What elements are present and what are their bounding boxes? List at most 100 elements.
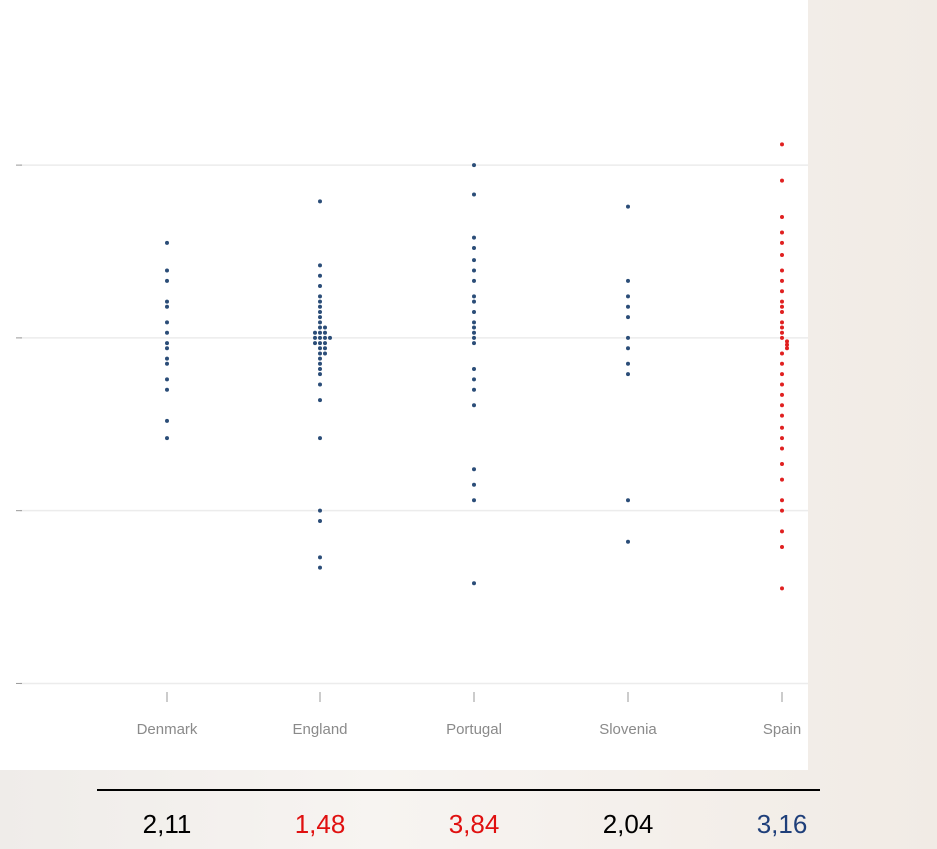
dot — [165, 320, 169, 325]
dot — [780, 544, 784, 549]
dot — [780, 278, 784, 283]
dot — [318, 309, 322, 314]
dot — [472, 163, 476, 168]
dot — [472, 498, 476, 503]
dot — [165, 240, 169, 245]
dot — [626, 372, 630, 377]
dot — [165, 356, 169, 361]
dot — [318, 263, 322, 268]
x-tick-label: England — [292, 721, 347, 738]
dot — [780, 403, 784, 408]
dot — [165, 361, 169, 366]
dot — [318, 361, 322, 366]
dot — [472, 341, 476, 346]
dot — [318, 372, 322, 377]
summary-value: 3,84 — [449, 809, 500, 839]
dot — [780, 252, 784, 257]
dot — [780, 178, 784, 183]
dot — [780, 309, 784, 314]
dot — [780, 372, 784, 377]
dot — [165, 299, 169, 304]
dot — [318, 299, 322, 304]
dot — [780, 477, 784, 482]
dot — [472, 268, 476, 273]
dot — [780, 529, 784, 534]
dot — [780, 304, 784, 309]
dot — [472, 482, 476, 487]
dot — [318, 508, 322, 513]
dot — [472, 246, 476, 251]
dot — [780, 498, 784, 503]
dot — [780, 446, 784, 451]
dot — [780, 508, 784, 513]
dot — [318, 382, 322, 387]
dot — [165, 268, 169, 273]
dot — [626, 304, 630, 309]
dot — [472, 294, 476, 299]
dot — [626, 346, 630, 351]
dot — [472, 320, 476, 325]
dot — [318, 304, 322, 309]
dot — [472, 387, 476, 392]
dot — [780, 351, 784, 356]
dot — [626, 361, 630, 366]
dot — [780, 330, 784, 335]
dot — [165, 304, 169, 309]
dot — [780, 586, 784, 591]
dot — [318, 315, 322, 320]
dot — [165, 278, 169, 283]
dot — [472, 235, 476, 240]
dot — [785, 342, 789, 347]
dot — [323, 330, 327, 335]
dot — [318, 273, 322, 278]
dot — [780, 462, 784, 467]
dot — [313, 335, 317, 340]
dot — [318, 356, 322, 361]
dot — [472, 403, 476, 408]
dot — [626, 539, 630, 544]
dot — [323, 341, 327, 346]
dot — [165, 377, 169, 382]
dot — [323, 351, 327, 356]
dot — [318, 555, 322, 560]
dot — [626, 278, 630, 283]
dot — [318, 294, 322, 299]
x-tick-label: Denmark — [137, 721, 198, 738]
dot — [626, 204, 630, 209]
dot — [472, 335, 476, 340]
dot — [165, 418, 169, 423]
dot — [780, 361, 784, 366]
dot — [780, 320, 784, 325]
dot — [780, 268, 784, 273]
dot — [318, 366, 322, 371]
dot — [780, 214, 784, 219]
dot — [323, 325, 327, 330]
dot — [472, 467, 476, 472]
dot — [165, 330, 169, 335]
dot — [165, 387, 169, 392]
x-tick-label: Slovenia — [599, 721, 657, 738]
dot — [328, 335, 332, 340]
dot — [318, 320, 322, 325]
dot — [472, 330, 476, 335]
dot — [780, 289, 784, 294]
dot — [318, 199, 322, 204]
dot — [313, 330, 317, 335]
dot — [318, 519, 322, 524]
x-tick-label: Spain — [763, 721, 801, 738]
dot — [165, 346, 169, 351]
dot — [472, 278, 476, 283]
dot — [472, 258, 476, 263]
dot — [165, 436, 169, 441]
dot — [626, 315, 630, 320]
dot — [318, 325, 322, 330]
dot — [472, 325, 476, 330]
dot — [318, 398, 322, 403]
dot — [780, 335, 784, 340]
chart-panel — [0, 0, 808, 770]
dot — [785, 346, 789, 351]
dot — [318, 341, 322, 346]
dot — [472, 299, 476, 304]
dot — [318, 335, 322, 340]
